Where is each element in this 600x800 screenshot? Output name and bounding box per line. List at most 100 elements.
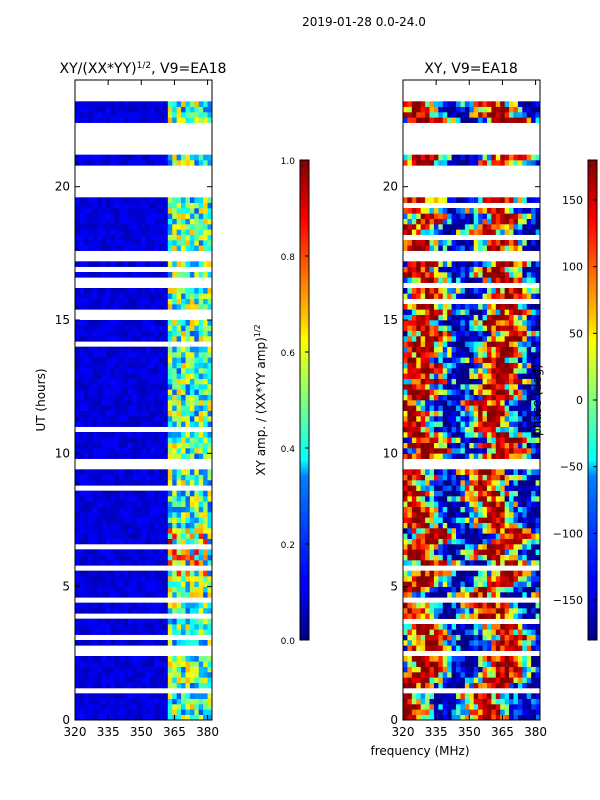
phase-heatmap-cell — [509, 533, 514, 539]
amplitude-heatmap-cell — [150, 229, 155, 235]
amplitude-heatmap-cell — [189, 368, 195, 374]
amplitude-heatmap-cell — [83, 448, 89, 454]
amplitude-heatmap-cell — [203, 421, 208, 427]
amplitude-heatmap-cell — [203, 522, 208, 529]
amplitude-heatmap-cell — [75, 245, 80, 251]
phase-heatmap-cell — [482, 453, 488, 459]
amplitude-heatmap-cell — [167, 682, 173, 689]
phase-heatmap-cell — [526, 560, 532, 566]
amplitude-heatmap-cell — [194, 506, 200, 513]
amplitude-heatmap-cell — [167, 362, 173, 369]
amplitude-heatmap-cell — [88, 496, 94, 502]
amplitude-heatmap-cell — [92, 197, 98, 203]
amplitude-heatmap-cell — [92, 106, 98, 113]
phase-heatmap-cell — [464, 602, 470, 609]
amplitude-heatmap-cell — [167, 330, 173, 337]
amplitude-heatmap-cell — [79, 453, 85, 459]
phase-heatmap-cell — [407, 309, 413, 315]
amplitude-heatmap-cell — [185, 586, 191, 593]
amplitude-heatmap-cell — [88, 298, 94, 305]
phase-heatmap-cell — [411, 362, 417, 369]
phase-heatmap-cell — [438, 576, 444, 582]
phase-heatmap-cell — [517, 512, 523, 518]
amplitude-heatmap-cell — [105, 160, 111, 166]
amplitude-heatmap-cell — [207, 528, 213, 534]
amplitude-heatmap-cell — [141, 453, 147, 459]
amplitude-heatmap-cell — [172, 490, 178, 497]
phase-heatmap-cell — [491, 656, 497, 662]
amplitude-heatmap-cell — [132, 618, 138, 625]
amplitude-heatmap-cell — [88, 405, 94, 411]
phase-heatmap-cell — [478, 586, 483, 593]
amplitude-heatmap-cell — [128, 362, 133, 369]
amplitude-heatmap-cell — [172, 346, 178, 353]
phase-heatmap-cell — [482, 368, 488, 374]
phase-heatmap-cell — [504, 453, 510, 459]
phase-heatmap-cell — [535, 352, 541, 358]
phase-heatmap-cell — [486, 437, 492, 443]
phase-heatmap-cell — [425, 709, 430, 715]
phase-heatmap-cell — [504, 474, 510, 481]
amplitude-heatmap-cell — [158, 528, 164, 534]
amplitude-heatmap-cell — [163, 474, 169, 481]
phase-heatmap-cell — [420, 629, 426, 635]
amplitude-heatmap-cell — [185, 549, 191, 555]
phase-heatmap-cell — [425, 576, 430, 582]
amplitude-heatmap-cell — [114, 288, 120, 294]
amplitude-heatmap-cell — [189, 709, 195, 715]
amplitude-heatmap-cell — [189, 560, 195, 566]
phase-heatmap-cell — [451, 336, 457, 342]
phase-heatmap-cell — [531, 560, 536, 566]
amplitude-heatmap-cell — [92, 672, 98, 678]
amplitude-heatmap-cell — [172, 320, 178, 326]
phase-heatmap-cell — [438, 266, 444, 273]
amplitude-heatmap-cell — [105, 330, 111, 337]
phase-heatmap-cell — [420, 538, 426, 545]
amplitude-heatmap-cell — [101, 373, 107, 379]
amplitude-heatmap-cell — [163, 245, 169, 251]
phase-heatmap-cell — [403, 266, 408, 273]
amplitude-heatmap-cell — [207, 704, 213, 710]
amplitude-heatmap-cell — [92, 618, 98, 625]
amplitude-heatmap-cell — [154, 522, 160, 529]
phase-heatmap-cell — [460, 554, 466, 561]
amplitude-y-tick-label: 20 — [55, 180, 70, 194]
phase-heatmap-cell — [447, 416, 453, 422]
phase-heatmap-cell — [526, 341, 532, 347]
amplitude-heatmap-cell — [189, 437, 195, 443]
amplitude-heatmap-cell — [150, 474, 155, 481]
amplitude-heatmap-cell — [181, 320, 186, 326]
phase-heatmap-cell — [425, 522, 430, 529]
amplitude-heatmap-cell — [123, 117, 129, 123]
amplitude-heatmap-cell — [101, 629, 107, 635]
phase-heatmap-cell — [403, 416, 408, 422]
amplitude-heatmap-cell — [181, 336, 186, 342]
phase-heatmap-cell — [513, 453, 519, 459]
amplitude-heatmap-cell — [185, 394, 191, 401]
phase-heatmap-cell — [442, 336, 448, 342]
amplitude-heatmap-cell — [150, 528, 155, 534]
phase-heatmap-cell — [411, 272, 417, 278]
amplitude-heatmap-cell — [172, 693, 178, 699]
amplitude-heatmap-cell — [123, 528, 129, 534]
amplitude-heatmap-cell — [75, 474, 80, 481]
amplitude-heatmap-cell — [185, 240, 191, 246]
phase-heatmap-cell — [420, 394, 426, 401]
phase-heatmap-cell — [526, 714, 532, 721]
phase-heatmap-cell — [491, 293, 497, 299]
amplitude-heatmap-cell — [176, 229, 182, 235]
phase-heatmap-cell — [486, 421, 492, 427]
amplitude-heatmap-cell — [163, 336, 169, 342]
amplitude-heatmap-cell — [88, 368, 94, 374]
phase-heatmap-cell — [416, 272, 422, 278]
amplitude-heatmap-cell — [141, 213, 147, 219]
amplitude-heatmap-cell — [181, 117, 186, 123]
amplitude-heatmap-cell — [181, 618, 186, 625]
amplitude-heatmap-cell — [203, 640, 208, 646]
phase-heatmap-cell — [526, 645, 532, 651]
amplitude-heatmap-cell — [163, 698, 169, 705]
phase-heatmap-cell — [500, 501, 506, 507]
phase-heatmap-cell — [403, 453, 408, 459]
phase-heatmap-cell — [526, 288, 532, 294]
phase-heatmap-cell — [517, 528, 523, 534]
